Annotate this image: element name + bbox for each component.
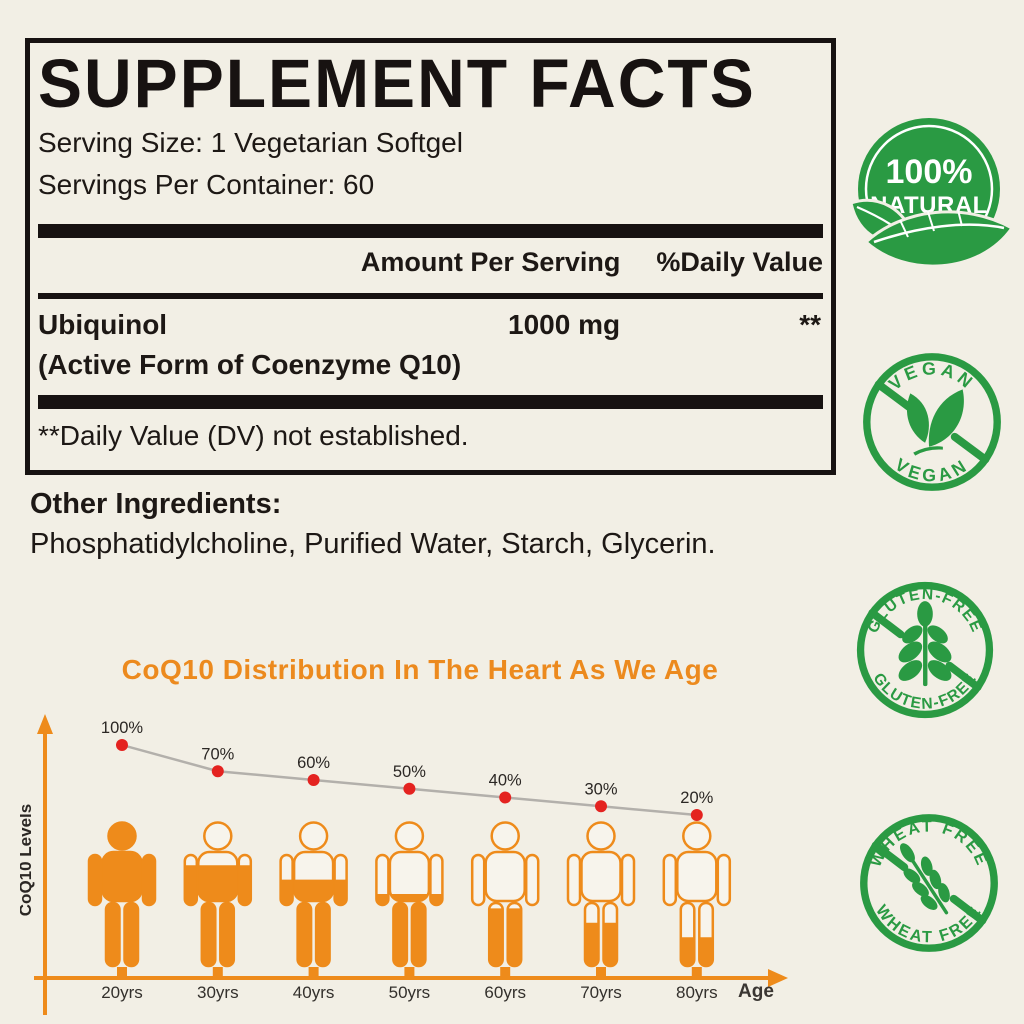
grain-plant-icon <box>898 601 952 687</box>
person-figure <box>585 922 617 966</box>
other-ingredients-value: Phosphatidylcholine, Purified Water, Sta… <box>30 528 716 560</box>
person-figure <box>184 865 251 966</box>
gluten-slash <box>868 608 982 692</box>
vegan-slash <box>874 380 990 464</box>
daily-value-footnote: **Daily Value (DV) not established. <box>38 420 469 451</box>
person-figure <box>280 879 347 966</box>
wheat-badge-ring <box>860 814 998 952</box>
axis-tick <box>308 967 319 978</box>
axis-tick <box>404 967 415 978</box>
age-tick-label: 30yrs <box>197 983 239 1002</box>
age-tick-label: 40yrs <box>293 983 335 1002</box>
x-axis-arrow <box>768 969 788 987</box>
thick-divider-bottom <box>38 395 823 409</box>
vegan-leaves-icon <box>906 389 964 456</box>
amount-per-serving-header: Amount Per Serving <box>360 247 621 277</box>
supplement-facts-title: SUPPLEMENT FACTS <box>38 44 756 122</box>
ingredient-detail: (Active Form of Coenzyme Q10) <box>38 349 462 380</box>
thick-divider-top <box>38 224 823 238</box>
data-point <box>307 774 320 786</box>
person-figure <box>470 821 540 968</box>
data-point <box>499 791 512 804</box>
header-rule <box>38 293 823 299</box>
supplement-facts-panel: SUPPLEMENT FACTS Serving Size: 1 Vegetar… <box>25 38 836 475</box>
age-tick-label: 70yrs <box>580 983 622 1002</box>
person-figure <box>489 908 522 966</box>
vegan-badge-ring <box>863 353 1001 491</box>
person-figure <box>680 937 713 966</box>
wheat-ear-icon <box>899 843 950 915</box>
axis-tick <box>691 967 702 978</box>
data-point <box>211 765 224 778</box>
person-figure <box>662 821 732 968</box>
ingredient-daily-value: ** <box>799 309 821 340</box>
y-axis-arrow <box>37 714 53 734</box>
axis-tick <box>212 967 223 978</box>
data-point-label: 50% <box>393 763 426 781</box>
badge-100-natural: 100% NATURAL <box>849 118 1015 268</box>
natural-badge-line1: 100% <box>886 153 973 191</box>
badge-wheat-free: WHEAT FREE WHEAT FREE <box>860 814 998 952</box>
data-point-label: 30% <box>584 780 617 798</box>
age-tick-label: 80yrs <box>676 983 718 1002</box>
age-tick-label: 20yrs <box>101 983 143 1002</box>
age-tick-label: 60yrs <box>484 983 526 1002</box>
data-point <box>403 782 416 795</box>
data-point <box>595 800 607 813</box>
person-figure <box>376 894 443 966</box>
ingredient-amount: 1000 mg <box>508 309 621 340</box>
daily-value-header: %Daily Value <box>656 247 823 277</box>
coq10-age-chart: CoQ10 Levels Age 20yrs 100% 30yrs 70% 40yrs 60%… <box>20 714 788 1015</box>
gluten-badge-ring <box>856 581 994 719</box>
data-point-label: 20% <box>680 789 713 807</box>
data-point <box>116 739 128 751</box>
data-point-label: 100% <box>101 719 144 737</box>
age-tick-label: 50yrs <box>389 983 431 1002</box>
wheat-slash <box>871 841 987 925</box>
data-point <box>690 809 703 821</box>
axis-tick <box>117 967 127 978</box>
data-point-label: 70% <box>201 745 234 763</box>
badge-vegan: VEGAN VEGAN <box>863 353 1001 491</box>
data-point-label: 60% <box>297 754 330 772</box>
leaf-icon <box>849 198 1015 268</box>
servings-per-container-text: Servings Per Container: 60 <box>38 169 375 200</box>
badge-gluten-free: GLUTEN-FREE GLUTEN-FREE <box>856 581 994 719</box>
other-ingredients-label: Other Ingredients: <box>30 488 282 520</box>
axis-tick <box>500 967 511 978</box>
ingredient-name: Ubiquinol <box>38 309 168 340</box>
y-axis-label: CoQ10 Levels <box>20 804 35 916</box>
person-figure <box>89 822 155 966</box>
x-axis-label: Age <box>738 981 774 1002</box>
data-point-label: 40% <box>489 772 522 790</box>
person-figure <box>566 821 636 968</box>
axis-tick <box>596 967 606 978</box>
facts-header-row: Amount Per Serving %Daily Value <box>361 247 823 278</box>
chart-title: CoQ10 Distribution In The Heart As We Ag… <box>121 654 719 685</box>
serving-size-text: Serving Size: 1 Vegetarian Softgel <box>38 127 463 158</box>
